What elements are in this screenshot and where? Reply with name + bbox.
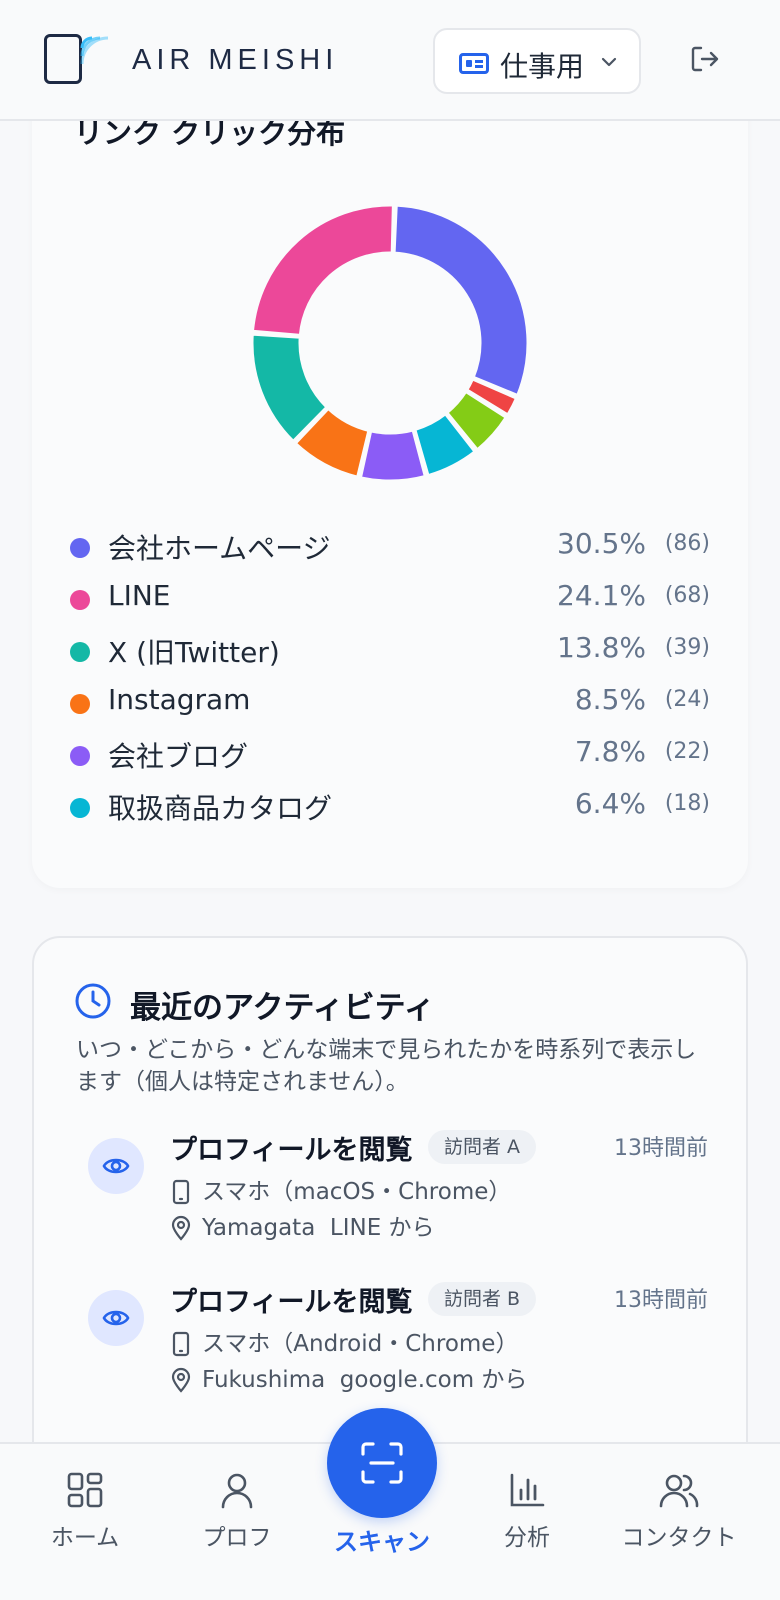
legend-dot — [70, 746, 90, 766]
nav-home[interactable]: ホーム — [15, 1470, 155, 1580]
legend-dot — [70, 538, 90, 558]
activity-time: 13時間前 — [614, 1288, 708, 1313]
map-pin-icon — [171, 1215, 191, 1241]
nav-contacts-label: コンタクト — [621, 1525, 737, 1551]
chart-legend: 会社ホームページ 30.5% (86) LINE 24.1% (68) X (旧… — [70, 525, 710, 837]
legend-count: (86) — [664, 531, 710, 556]
legend-percent: 7.8% — [574, 735, 646, 768]
legend-dot — [70, 798, 90, 818]
chart-title: リンク クリック分布 — [74, 116, 346, 150]
legend-name: 会社ブログ — [108, 740, 249, 773]
donut-slice — [358, 428, 428, 483]
activity-location-text: Yamagata LINE から — [202, 1215, 435, 1241]
legend-name: 会社ホームページ — [108, 532, 331, 565]
legend-dot — [70, 694, 90, 714]
logout-icon[interactable] — [688, 42, 722, 76]
legend-count: (24) — [664, 687, 710, 712]
visitor-badge: 訪問者 A — [428, 1130, 537, 1164]
nav-scan-label[interactable]: スキャン — [334, 1528, 430, 1556]
donut-slice — [444, 389, 509, 452]
donut-slice — [293, 406, 371, 479]
app-logo — [44, 28, 114, 86]
legend-count: (39) — [664, 635, 710, 660]
activity-item[interactable]: プロフィールを閲覧 訪問者 B 13時間前 スマホ（Android・Chrome… — [88, 1280, 708, 1420]
map-pin-icon — [171, 1367, 191, 1393]
donut-slice — [250, 332, 329, 444]
clock-icon — [75, 983, 111, 1019]
nav-analytics[interactable]: 分析 — [457, 1470, 597, 1580]
card-logo-icon — [44, 34, 82, 84]
activity-device-text: スマホ（Android・Chrome） — [202, 1331, 519, 1357]
activity-action: プロフィールを閲覧 — [170, 1135, 413, 1166]
mode-select-value: 仕事用 — [500, 50, 585, 83]
bottom-navigation: ホーム プロフ スキャン 分析 — [0, 1408, 780, 1600]
users-icon — [659, 1474, 699, 1508]
visitor-badge: 訪問者 B — [428, 1282, 537, 1316]
wireless-icon — [80, 36, 109, 64]
activity-location: Fukushima google.com から — [170, 1360, 527, 1394]
legend-item: Instagram 8.5% (24) — [70, 681, 710, 733]
legend-item: X (旧Twitter) 13.8% (39) — [70, 629, 710, 681]
app-header: AIR MEISHI 仕事用 — [0, 0, 780, 121]
bar-chart-icon — [510, 1473, 545, 1507]
scan-button[interactable] — [327, 1408, 437, 1518]
donut-slice — [250, 203, 395, 337]
legend-item: 会社ブログ 7.8% (22) — [70, 733, 710, 785]
activity-time: 13時間前 — [614, 1136, 708, 1161]
legend-dot — [70, 642, 90, 662]
legend-percent: 30.5% — [557, 527, 646, 560]
chevron-down-icon — [601, 57, 617, 67]
activity-description: いつ・どこから・どんな端末で見られたかを時系列で表示します（個人は特定されません… — [76, 1037, 697, 1095]
legend-count: (22) — [664, 739, 710, 764]
activity-location-text: Fukushima google.com から — [202, 1367, 528, 1393]
donut-slice — [412, 411, 478, 478]
nav-analytics-label: 分析 — [504, 1525, 550, 1551]
nav-contacts[interactable]: コンタクト — [609, 1470, 749, 1580]
activity-device-text: スマホ（macOS・Chrome） — [202, 1179, 512, 1205]
id-card-icon — [459, 53, 489, 74]
eye-icon — [102, 1310, 130, 1326]
legend-item: 会社ホームページ 30.5% (86) — [70, 525, 710, 577]
eye-icon — [102, 1158, 130, 1174]
legend-name: Instagram — [108, 683, 251, 716]
user-icon — [221, 1473, 253, 1509]
legend-percent: 8.5% — [574, 683, 646, 716]
legend-name: X (旧Twitter) — [108, 636, 280, 669]
legend-item: 取扱商品カタログ 6.4% (18) — [70, 785, 710, 837]
activity-title: 最近のアクティビティ — [130, 990, 435, 1026]
legend-item: LINE 24.1% (68) — [70, 577, 710, 629]
view-icon-badge — [88, 1138, 144, 1194]
nav-profile-label: プロフ — [202, 1525, 272, 1551]
activity-device: スマホ（Android・Chrome） — [170, 1324, 518, 1358]
smartphone-icon — [172, 1331, 190, 1357]
activity-action: プロフィールを閲覧 — [170, 1287, 413, 1318]
scan-icon — [361, 1442, 403, 1484]
nav-profile[interactable]: プロフ — [167, 1470, 307, 1580]
activity-location: Yamagata LINE から — [170, 1208, 435, 1242]
view-icon-badge — [88, 1290, 144, 1346]
activity-item[interactable]: プロフィールを閲覧 訪問者 A 13時間前 スマホ（macOS・Chrome） … — [88, 1128, 708, 1268]
activity-device: スマホ（macOS・Chrome） — [170, 1172, 511, 1206]
nav-home-label: ホーム — [50, 1525, 120, 1551]
legend-name: LINE — [108, 579, 171, 612]
link-click-donut-chart — [250, 203, 530, 483]
legend-count: (68) — [664, 583, 710, 608]
legend-percent: 6.4% — [574, 787, 646, 820]
legend-count: (18) — [664, 791, 710, 816]
grid-icon — [67, 1472, 103, 1508]
legend-name: 取扱商品カタログ — [108, 792, 333, 825]
donut-slice — [392, 203, 530, 398]
legend-percent: 24.1% — [557, 579, 646, 612]
card-mode-select[interactable]: 仕事用 — [433, 28, 641, 94]
donut-slice — [464, 377, 519, 417]
smartphone-icon — [172, 1179, 190, 1205]
legend-dot — [70, 590, 90, 610]
brand-name: AIR MEISHI — [132, 44, 339, 76]
legend-percent: 13.8% — [557, 631, 646, 664]
